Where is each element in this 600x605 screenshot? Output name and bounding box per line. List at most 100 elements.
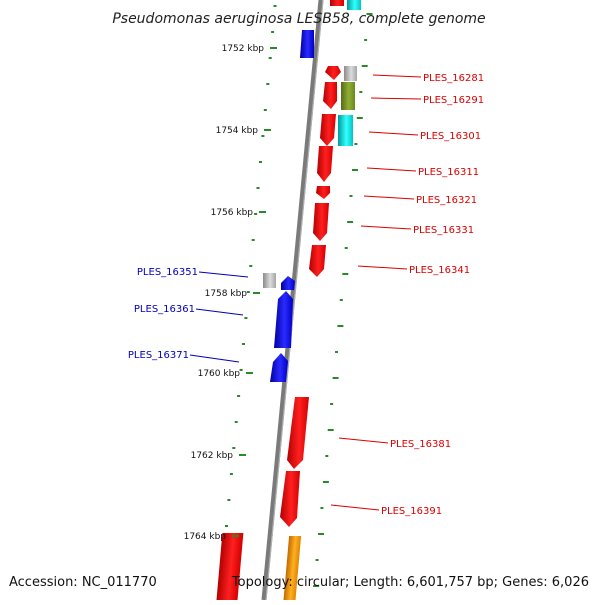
tick-mark [253, 292, 260, 294]
tick-label: 1760 kbp [198, 369, 241, 379]
gc-dot [232, 447, 236, 449]
gene-arrow[interactable] [263, 273, 276, 288]
gene-arrow[interactable] [309, 245, 326, 277]
gc-dot [261, 135, 265, 137]
label-leader-line [189, 354, 240, 363]
tick-mark [270, 47, 277, 49]
tick-label: 1756 kbp [211, 208, 254, 218]
gc-dot [237, 395, 241, 397]
gene-arrow[interactable] [320, 114, 336, 146]
gc-dot [273, 5, 277, 7]
gene-arrow[interactable] [344, 66, 357, 81]
gene-label[interactable]: PLES_16301 [420, 131, 481, 142]
gene-arrow[interactable] [317, 146, 333, 182]
gene-arrow[interactable] [274, 291, 293, 348]
label-leader-line [370, 97, 422, 100]
map-title: Pseudomonas aeruginosa LESB58, complete … [112, 11, 485, 27]
gc-dot [352, 169, 358, 171]
accession-text: Accession: NC_011770 [9, 575, 157, 590]
gene-arrow[interactable] [216, 533, 244, 600]
label-leader-line [372, 74, 422, 78]
gene-arrow[interactable] [313, 203, 329, 241]
gene-label[interactable]: PLES_16371 [128, 350, 189, 361]
tick-label: 1762 kbp [191, 451, 234, 461]
gc-dot [349, 195, 353, 197]
gc-dot [361, 65, 368, 67]
gc-dot [268, 57, 272, 59]
gene-arrow[interactable] [287, 397, 309, 469]
gc-dot [229, 473, 233, 475]
tick-mark [264, 129, 271, 131]
tick-label: 1764 kbp [184, 532, 227, 542]
gene-label[interactable]: PLES_16381 [390, 439, 451, 450]
label-leader-line [357, 265, 408, 270]
gene-arrow[interactable] [325, 66, 341, 80]
gc-dot [335, 351, 338, 353]
gc-dot [330, 403, 334, 405]
gc-dot [332, 377, 339, 379]
label-leader-line [198, 271, 249, 278]
tick-label: 1754 kbp [216, 126, 259, 136]
gene-label[interactable]: PLES_16391 [381, 506, 442, 517]
tick-mark [246, 372, 253, 374]
gene-label[interactable]: PLES_16341 [409, 265, 470, 276]
gc-dot [356, 117, 363, 119]
gc-dot [263, 109, 267, 111]
gene-arrow[interactable] [338, 115, 353, 146]
gc-dot [366, 13, 373, 15]
label-leader-line [366, 167, 417, 172]
label-leader-line [368, 131, 419, 136]
gc-dot [354, 143, 358, 145]
gene-arrow[interactable] [323, 82, 337, 109]
label-leader-line [195, 308, 244, 316]
gc-dot [315, 559, 319, 561]
gc-dot [256, 187, 260, 189]
gene-arrow[interactable] [281, 276, 295, 290]
gc-dot [339, 299, 343, 301]
gc-dot [242, 343, 245, 345]
gc-dot [251, 239, 255, 241]
label-leader-line [363, 195, 415, 200]
gene-label[interactable]: PLES_16351 [137, 267, 198, 278]
gene-arrow[interactable] [341, 82, 355, 110]
gene-arrow[interactable] [316, 186, 330, 199]
gc-dot [337, 325, 344, 327]
gc-dot [246, 291, 250, 293]
gene-track [216, 0, 361, 600]
gene-label[interactable]: PLES_16291 [423, 95, 484, 106]
gene-label[interactable]: PLES_16331 [413, 225, 474, 236]
gc-dot [244, 317, 248, 319]
gene-label[interactable]: PLES_16321 [416, 195, 477, 206]
tick-mark [239, 454, 246, 456]
tick-label: 1758 kbp [205, 289, 248, 299]
coordinate-ticks: 1752 kbp 1754 kbp 1756 kbp 1758 kbp 1760 kbp… [184, 44, 277, 542]
gene-label[interactable]: PLES_16281 [423, 73, 484, 84]
gene-arrow[interactable] [280, 471, 300, 527]
gc-dot [313, 585, 320, 587]
gene-arrow[interactable] [283, 536, 302, 600]
gene-labels: PLES_16281 PLES_16291 PLES_16301 PLES_16311… [128, 73, 484, 517]
gene-arrow[interactable] [300, 30, 314, 58]
gene-label[interactable]: PLES_16361 [134, 304, 195, 315]
tick-mark [232, 535, 239, 537]
tick-mark [259, 211, 266, 213]
gc-dot [327, 429, 334, 431]
gc-dot [344, 247, 348, 249]
gc-dot [342, 273, 349, 275]
label-leader-line [360, 225, 412, 230]
gc-dot [249, 265, 253, 267]
label-leader-line [338, 437, 389, 444]
gc-dot [225, 525, 228, 527]
gc-dot [320, 507, 324, 509]
gc-dot [325, 455, 329, 457]
gc-dot [318, 533, 324, 535]
gene-arrow[interactable] [270, 353, 288, 382]
gc-dot [259, 161, 262, 163]
gene-arrow[interactable] [330, 0, 344, 6]
gene-label[interactable]: PLES_16311 [418, 167, 479, 178]
gene-arrow[interactable] [347, 0, 361, 10]
tick-label: 1752 kbp [222, 44, 265, 54]
gc-dot [322, 481, 329, 483]
gc-skew-track [220, 5, 373, 587]
